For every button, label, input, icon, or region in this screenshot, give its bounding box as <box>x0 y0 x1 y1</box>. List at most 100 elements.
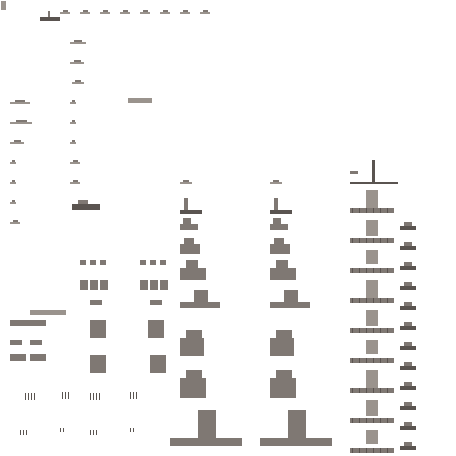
sprite-part <box>90 320 106 338</box>
sprite-part <box>387 328 388 333</box>
sprite-part <box>387 238 388 243</box>
sprite-part <box>10 162 16 164</box>
sprite-part <box>387 298 388 303</box>
sprite-part <box>380 448 381 453</box>
sprite-part <box>380 328 381 333</box>
sprite-part <box>366 220 378 236</box>
sprite-part <box>352 208 353 213</box>
sprite-part <box>380 268 381 273</box>
sprite-part <box>352 418 353 423</box>
sprite-part <box>373 328 374 333</box>
sprite-part <box>68 392 69 399</box>
sprite-part <box>373 238 374 243</box>
sprite-part <box>70 42 86 44</box>
sprite-part <box>366 418 367 423</box>
sprite-part <box>260 438 332 446</box>
sprite-part <box>40 17 60 21</box>
sprite-part <box>400 226 416 230</box>
sprite-part <box>140 280 148 290</box>
sprite-part <box>90 355 106 373</box>
sprite-part <box>100 280 108 290</box>
sprite-part <box>373 208 374 213</box>
sprite-part <box>366 268 367 273</box>
sprite-part <box>70 162 80 164</box>
sprite-part <box>276 330 292 338</box>
sprite-part <box>366 400 378 416</box>
sprite-part <box>400 386 416 390</box>
sprite-part <box>366 280 378 298</box>
sprite-part <box>180 210 202 214</box>
sprite-part <box>400 326 416 330</box>
sprite-part <box>387 358 388 363</box>
sprite-part <box>366 370 378 388</box>
sprite-part <box>63 428 64 432</box>
sprite-part <box>180 244 200 254</box>
sprite-part <box>23 430 24 435</box>
sprite-part <box>160 280 168 290</box>
sprite-part <box>359 418 360 423</box>
sprite-part <box>93 393 94 400</box>
sprite-part <box>366 430 378 444</box>
sprite-part <box>120 12 130 14</box>
sprite-part <box>30 310 66 315</box>
sprite-part <box>380 388 381 393</box>
sprite-part <box>387 448 388 453</box>
sprite-part <box>380 358 381 363</box>
sprite-part <box>60 12 70 14</box>
sprite-part <box>380 298 381 303</box>
sprite-part <box>194 290 208 302</box>
sprite-part <box>10 182 16 184</box>
sprite-part <box>400 306 416 310</box>
sprite-part <box>148 320 164 338</box>
sprite-part <box>160 12 170 14</box>
sprite-part <box>373 268 374 273</box>
sprite-part <box>10 320 46 326</box>
sprite-part <box>60 428 61 432</box>
sprite-part <box>72 204 100 210</box>
sprite-part <box>10 202 16 204</box>
sprite-part <box>288 410 306 440</box>
sprite-part <box>270 182 282 184</box>
sprite-part <box>400 426 416 430</box>
sprite-part <box>366 448 367 453</box>
sprite-part <box>400 286 416 290</box>
sprite-part <box>180 182 192 184</box>
sprite-part <box>70 182 80 184</box>
sprite-part <box>180 12 190 14</box>
sprite-part <box>270 224 288 230</box>
sprite-part <box>200 12 210 14</box>
sprite-part <box>10 102 30 104</box>
sprite-part <box>180 224 198 230</box>
sprite-part <box>373 388 374 393</box>
sprite-part <box>10 142 24 144</box>
sprite-part <box>198 410 216 440</box>
sprite-part <box>359 268 360 273</box>
sprite-part <box>270 210 292 214</box>
sprite-part <box>366 208 367 213</box>
sprite-part <box>180 302 220 308</box>
sprite-part <box>352 298 353 303</box>
sprite-part <box>352 328 353 333</box>
sprite-part <box>72 82 84 84</box>
sprite-part <box>80 260 86 265</box>
sprite-part <box>366 388 367 393</box>
sprite-part <box>380 208 381 213</box>
sprite-part <box>387 418 388 423</box>
sprite-part <box>387 388 388 393</box>
sprite-part <box>352 268 353 273</box>
sprite-part <box>140 260 146 265</box>
sprite-part <box>99 393 100 400</box>
sprite-part <box>180 338 204 356</box>
sprite-part <box>30 340 42 345</box>
sprite-part <box>284 290 298 302</box>
sprite-part <box>366 190 378 208</box>
sprite-part <box>352 388 353 393</box>
sprite-part <box>180 268 206 280</box>
sprite-part <box>28 393 29 400</box>
sprite-part <box>366 358 367 363</box>
sprite-part <box>359 358 360 363</box>
sprite-part <box>350 182 398 184</box>
sprite-part <box>387 268 388 273</box>
sprite-part <box>400 406 416 410</box>
